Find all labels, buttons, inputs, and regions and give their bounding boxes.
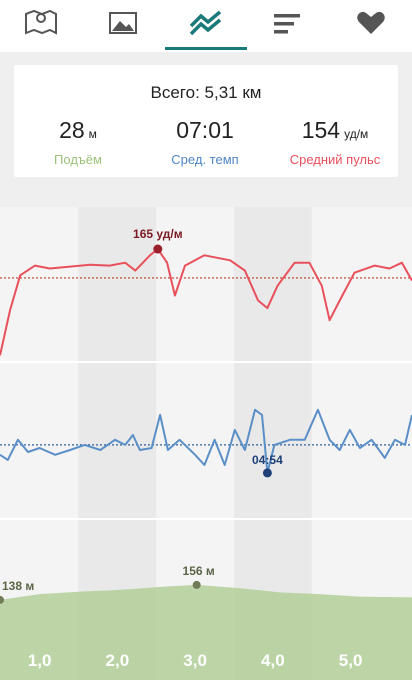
- elevation-label: 156 м: [183, 564, 215, 578]
- photo-tab[interactable]: [109, 12, 137, 34]
- stat: 154 уд/м Средний пульс: [271, 117, 399, 167]
- elevation-label: 138 м: [2, 579, 34, 593]
- favorite-tab[interactable]: [357, 11, 385, 34]
- elevation-point: [192, 580, 201, 589]
- list-tab[interactable]: [274, 14, 300, 34]
- chart-tab[interactable]: [165, 10, 247, 50]
- stat-label: Средний пульс: [289, 152, 381, 167]
- heart-rate-peak-label: 165 уд/м: [133, 227, 183, 241]
- x-tick-label: 3,0: [183, 651, 207, 670]
- pace-min: [262, 468, 272, 478]
- x-tick-label: 1,0: [28, 651, 52, 670]
- map-tab[interactable]: [25, 9, 57, 35]
- elevation-area: [0, 584, 412, 680]
- x-tick-label: 5,0: [339, 651, 363, 670]
- stat-label: Подъём: [54, 152, 102, 167]
- stat: 28 м Подъём: [14, 117, 142, 167]
- stat-value: 154: [301, 117, 341, 143]
- stat: 07:01 Сред. темп: [141, 117, 269, 167]
- x-tick-label: 4,0: [261, 651, 285, 670]
- summary-card: Всего: 5,31 км 28 м Подъём 07:01 Сред. темп 1…: [14, 65, 398, 177]
- heart-rate-line: [0, 248, 412, 356]
- stat-unit: м: [88, 127, 97, 141]
- pace-min-label: 04:54: [252, 453, 283, 467]
- stat-value: 28: [59, 117, 85, 143]
- elevation-point: [0, 595, 4, 604]
- heart-rate-peak: [153, 244, 163, 254]
- x-tick-label: 2,0: [106, 651, 130, 670]
- stat-value: 07:01: [176, 117, 234, 143]
- tab-bar: [0, 0, 412, 52]
- charts: 138 м 156 м 165 уд/м 04:54 1,0 2,0 3,0 4,0 5,0: [0, 207, 412, 680]
- total-distance: Всего: 5,31 км: [150, 83, 262, 102]
- stat-label: Сред. темп: [171, 152, 239, 167]
- stat-unit: уд/м: [344, 127, 369, 141]
- pace-line: [0, 408, 412, 474]
